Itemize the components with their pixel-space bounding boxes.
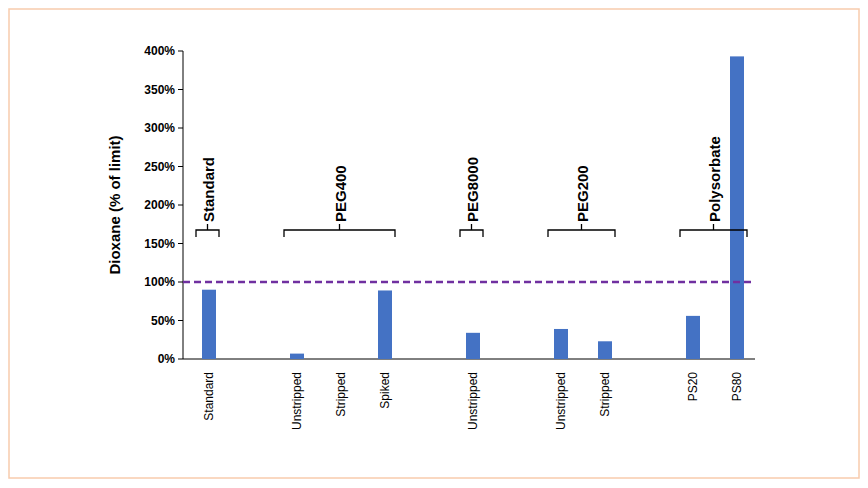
y-tick <box>178 282 183 283</box>
group-bracket <box>284 224 395 237</box>
bar <box>202 290 216 359</box>
limit-line <box>183 281 755 284</box>
x-tick-label: Unstripped <box>554 372 568 430</box>
chart: 0% 50% 100% 150% 200% 250% 300% 350% 400% Dioxane… <box>0 0 868 488</box>
y-tick <box>178 166 183 167</box>
y-tick-label: 400% <box>144 44 175 58</box>
y-tick <box>178 243 183 244</box>
group-bracket <box>680 224 747 237</box>
y-tick-label: 350% <box>144 83 175 97</box>
bar <box>730 56 744 359</box>
bar <box>466 333 480 359</box>
y-tick-label: 50% <box>151 314 175 328</box>
group-bracket <box>548 224 615 237</box>
y-tick <box>178 128 183 129</box>
frame <box>9 9 859 478</box>
x-tick-label: Stripped <box>334 372 348 417</box>
y-tick <box>178 51 183 52</box>
y-axis-label: Dioxane (% of limit) <box>106 135 123 274</box>
y-tick-label: 250% <box>144 160 175 174</box>
group-bracket <box>196 224 219 237</box>
x-tick-label: Standard <box>202 372 216 421</box>
x-tick-label: Stripped <box>598 372 612 417</box>
bar <box>290 354 304 359</box>
x-tick-label: PS80 <box>730 372 744 402</box>
y-tick <box>178 359 183 360</box>
y-tick <box>178 205 183 206</box>
y-tick-label: 0% <box>158 352 176 366</box>
group-label: Polysorbate <box>706 136 723 222</box>
x-tick-label: Spiked <box>378 372 392 409</box>
group-label: PEG8000 <box>464 157 481 222</box>
x-tick-label: Unstripped <box>290 372 304 430</box>
group-label: PEG400 <box>332 165 349 222</box>
group-bracket <box>460 224 483 237</box>
bar <box>686 316 700 359</box>
y-tick <box>178 89 183 90</box>
y-tick-label: 100% <box>144 275 175 289</box>
y-tick-label: 150% <box>144 237 175 251</box>
group-label: Standard <box>200 157 217 222</box>
x-tick-label: Unstripped <box>466 372 480 430</box>
bars <box>183 56 755 359</box>
bar <box>554 329 568 359</box>
y-tick-label: 200% <box>144 198 175 212</box>
x-tick-label: PS20 <box>686 372 700 402</box>
bar <box>378 290 392 359</box>
y-tick-label: 300% <box>144 121 175 135</box>
bar <box>598 341 612 359</box>
group-label: PEG200 <box>574 165 591 222</box>
bar <box>334 359 348 360</box>
y-tick <box>178 320 183 321</box>
